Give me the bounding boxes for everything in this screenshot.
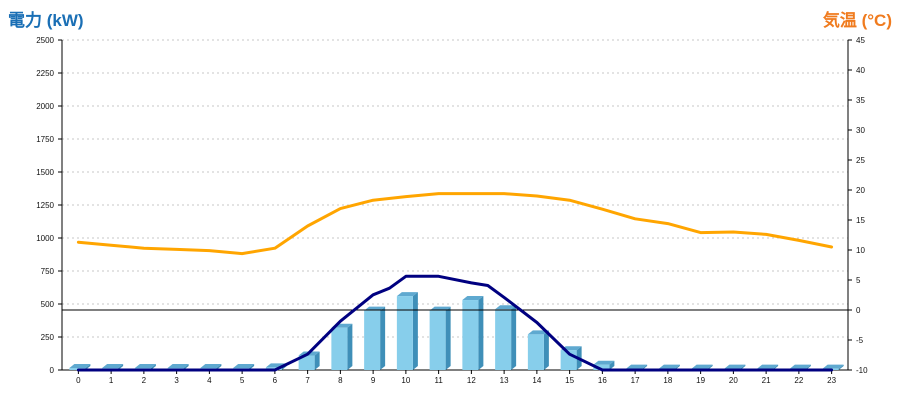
x-tick-label: 2 — [142, 376, 147, 385]
x-tick-label: 3 — [174, 376, 179, 385]
left-axis-title: 電力 (kW) — [8, 11, 84, 30]
bar — [462, 296, 484, 370]
right-tick-label: 15 — [856, 216, 865, 225]
left-tick-label: 0 — [50, 366, 55, 375]
x-tick-label: 20 — [729, 376, 738, 385]
x-tick-label: 4 — [207, 376, 212, 385]
right-tick-label: 30 — [856, 126, 865, 135]
bar — [593, 360, 615, 370]
x-tick-label: 8 — [338, 376, 343, 385]
x-tick-label: 19 — [696, 376, 705, 385]
right-axis-title: 気温 (°C) — [822, 11, 892, 30]
x-tick-label: 13 — [500, 376, 509, 385]
bar — [396, 292, 418, 370]
x-tick-label: 0 — [76, 376, 81, 385]
bar — [331, 323, 353, 370]
right-tick-label: 5 — [856, 276, 861, 285]
x-tick-label: 12 — [467, 376, 476, 385]
temperature-line-series — [76, 192, 834, 256]
bar — [527, 330, 549, 370]
right-tick-label: 20 — [856, 186, 865, 195]
x-tick-label: 9 — [371, 376, 376, 385]
x-tick-label: 5 — [240, 376, 245, 385]
x-tick-label: 23 — [827, 376, 836, 385]
left-tick-label: 1750 — [36, 135, 54, 144]
right-tick-label: 25 — [856, 156, 865, 165]
left-tick-label: 250 — [41, 333, 55, 342]
bar — [495, 305, 517, 370]
x-tick-label: 18 — [663, 376, 672, 385]
bar — [364, 306, 386, 370]
left-tick-label: 2250 — [36, 69, 54, 78]
left-tick-label: 1250 — [36, 201, 54, 210]
x-tick-label: 17 — [631, 376, 640, 385]
x-tick-label: 10 — [401, 376, 410, 385]
x-tick-label: 14 — [532, 376, 541, 385]
left-tick-label: 2000 — [36, 102, 54, 111]
left-tick-label: 1500 — [36, 168, 54, 177]
left-tick-label: 500 — [41, 300, 55, 309]
x-tick-label: 15 — [565, 376, 574, 385]
right-tick-label: 10 — [856, 246, 865, 255]
bar — [429, 306, 451, 370]
x-tick-label: 22 — [794, 376, 803, 385]
right-tick-label: 40 — [856, 66, 865, 75]
x-tick-label: 11 — [434, 376, 443, 385]
left-tick-label: 750 — [41, 267, 55, 276]
x-tick-label: 6 — [273, 376, 278, 385]
right-tick-label: -5 — [856, 336, 864, 345]
x-tick-label: 7 — [305, 376, 310, 385]
power-line-series — [76, 274, 834, 372]
left-tick-label: 1000 — [36, 234, 54, 243]
left-tick-label: 2500 — [36, 36, 54, 45]
x-tick-label: 1 — [109, 376, 114, 385]
x-tick-label: 16 — [598, 376, 607, 385]
right-tick-label: -10 — [856, 366, 868, 375]
right-tick-label: 35 — [856, 96, 865, 105]
right-tick-label: 0 — [856, 306, 861, 315]
right-tick-label: 45 — [856, 36, 865, 45]
x-tick-label: 21 — [762, 376, 771, 385]
